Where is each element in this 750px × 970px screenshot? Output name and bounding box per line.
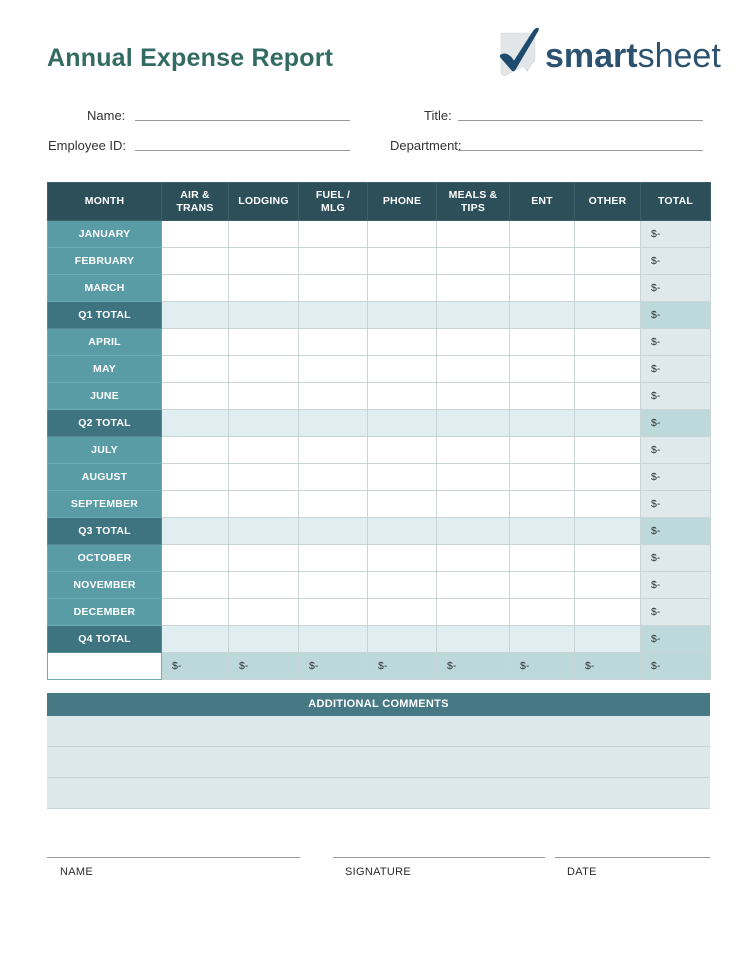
svg-text:smartsheet: smartsheet (545, 37, 721, 75)
